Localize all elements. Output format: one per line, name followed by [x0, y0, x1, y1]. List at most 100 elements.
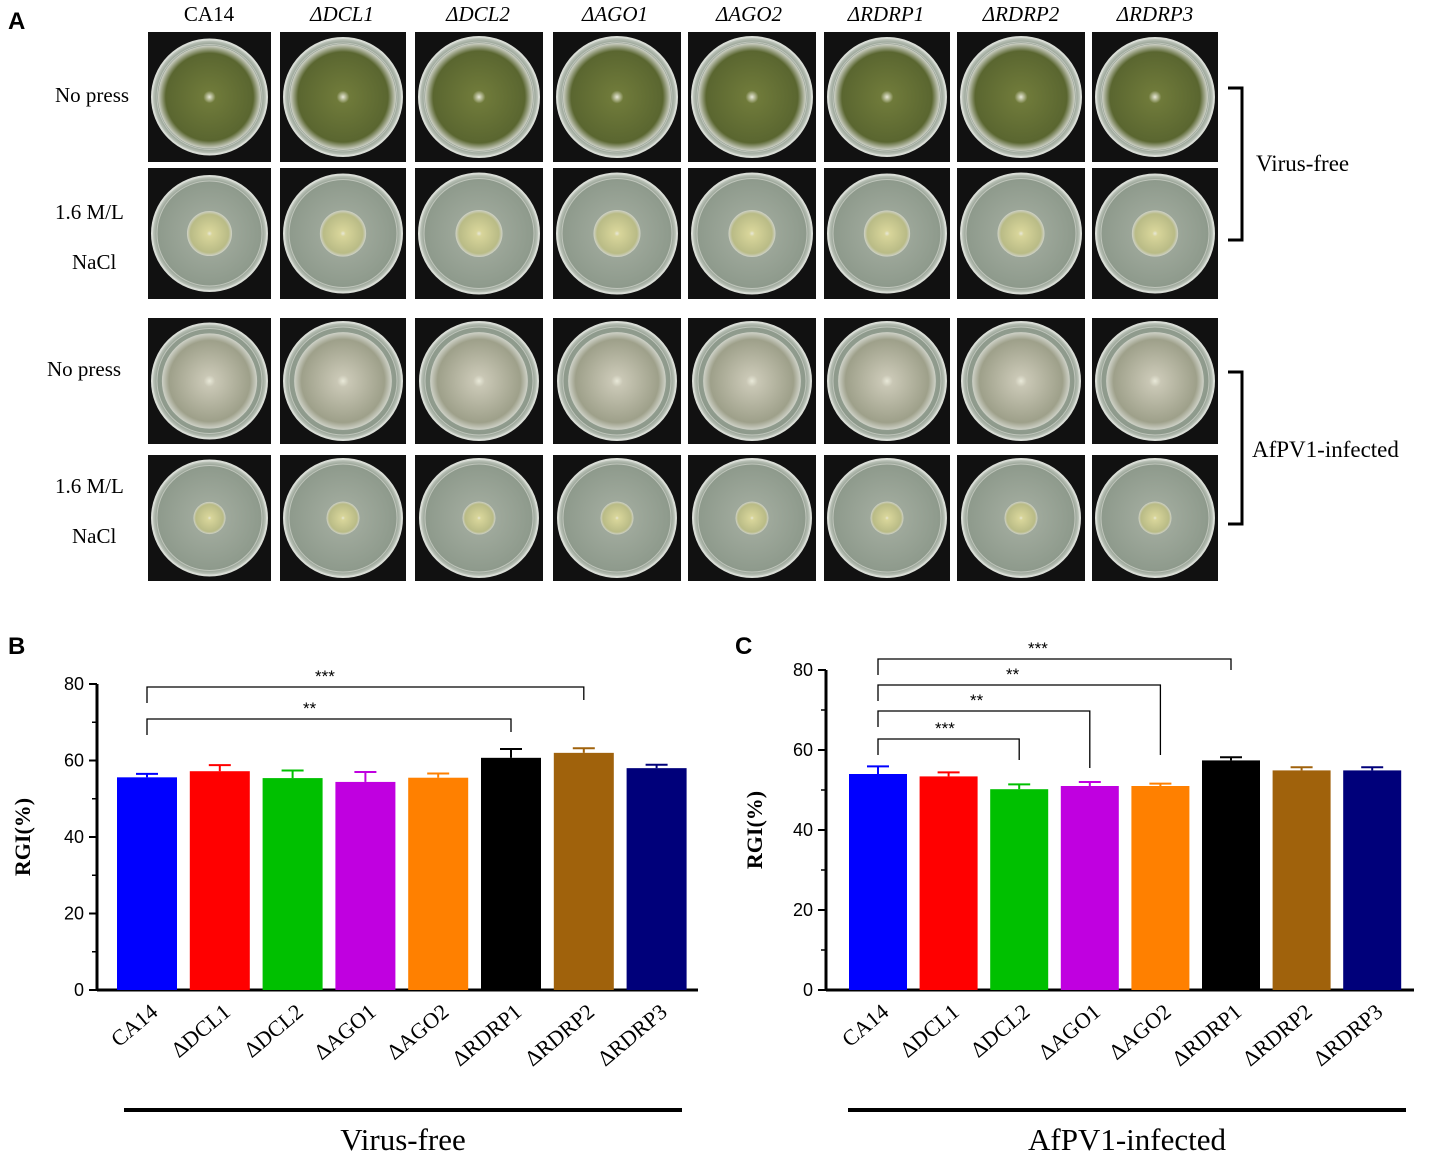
plate-no-press-virus-free-2 — [280, 32, 406, 162]
plate-no-press-infected-6 — [824, 318, 950, 444]
plate-no-press-virus-free-4 — [553, 32, 681, 162]
chart-b-significance-label-1: *** — [315, 667, 335, 686]
plate-no-press-infected-5 — [688, 318, 816, 444]
chart-c-bar-6 — [1202, 760, 1260, 990]
plate-salt-virus-free-4 — [553, 168, 681, 299]
chart-c-category-label-5: ΔAGO2 — [1104, 999, 1176, 1065]
column-label-ago2: ΔAGO2 — [715, 2, 782, 26]
chart-c-category-label-4: ΔAGO1 — [1033, 999, 1105, 1065]
chart-c-category-label-3: ΔDCL2 — [965, 999, 1034, 1063]
chart-c-significance-label-1: *** — [1028, 639, 1048, 658]
row-labels: No press 1.6 M/L NaCl No press 1.6 M/L N… — [47, 83, 129, 548]
panel-a-letter: A — [8, 8, 25, 35]
chart-c-bar-4 — [1060, 786, 1119, 990]
chart-c-significance-label-2: ** — [1006, 665, 1020, 684]
plate-no-press-infected-2 — [280, 318, 406, 444]
chart-c-bar-2 — [919, 776, 978, 990]
chart-b-category-label-8: ΔRDRP3 — [592, 999, 671, 1071]
chart-b-y-tick-label: 80 — [64, 674, 84, 694]
plate-no-press-infected-4 — [553, 318, 681, 444]
chart-c-bar-1 — [849, 774, 907, 990]
chart-b-significance-bracket-1 — [146, 686, 585, 703]
chart-b-significance-bracket-2 — [146, 718, 512, 735]
row-label-salt-infected-line1: 1.6 M/L — [55, 474, 124, 498]
chart-b-significance-label-2: ** — [303, 699, 317, 718]
chart-b-bar-6 — [481, 757, 541, 990]
chart-c-significance-bracket-4 — [877, 738, 1020, 760]
column-label-rdrp2: ΔRDRP2 — [982, 2, 1060, 26]
row-label-salt-virus-free-line1: 1.6 M/L — [55, 200, 124, 224]
row-label-no-press-infected: No press — [47, 357, 121, 381]
chart-c-y-tick-label: 80 — [793, 660, 813, 680]
chart-b-bar-3 — [262, 778, 323, 990]
chart-b-y-tick-label: 20 — [64, 904, 84, 924]
plate-salt-virus-free-1 — [148, 168, 271, 299]
chart-c-bar-7 — [1272, 770, 1331, 990]
plate-no-press-virus-free-8 — [1092, 32, 1218, 162]
plate-no-press-virus-free-5 — [688, 32, 816, 162]
chart-b-category-label-7: ΔRDRP2 — [520, 999, 599, 1071]
chart-c-category-label-6: ΔRDRP1 — [1167, 999, 1246, 1071]
group-brackets: Virus-free AfPV1-infected — [1228, 86, 1399, 526]
chart-b-y-tick-label: 0 — [74, 980, 84, 1000]
chart-b-y-tick-label: 40 — [64, 827, 84, 847]
chart-c-category-label-7: ΔRDRP2 — [1237, 999, 1316, 1071]
chart-c-y-tick-label: 20 — [793, 900, 813, 920]
column-label-dcl2: ΔDCL2 — [445, 2, 510, 26]
chart-b-bar-8 — [626, 768, 687, 990]
chart-c: C 0 20 40 60 80 RGI(%) CA14 ΔDCL1 ΔDCL2ΔAGO1ΔAGO… — [735, 633, 1414, 1157]
chart-c-significance-label-4: *** — [935, 719, 955, 738]
plate-no-press-virus-free-6 — [824, 32, 950, 162]
plate-no-press-virus-free-1 — [148, 32, 271, 162]
chart-c-bar-5 — [1131, 786, 1190, 990]
chart-c-y-tick-label: 0 — [803, 980, 813, 1000]
chart-b-category-label-5: ΔAGO2 — [382, 999, 454, 1065]
chart-c-significance-bracket-2 — [877, 684, 1162, 755]
plate-no-press-infected-3 — [415, 318, 543, 444]
chart-b-bar-1 — [117, 777, 177, 990]
plate-salt-virus-free-3 — [415, 168, 543, 299]
panel-a: A CA14 ΔDCL1 ΔDCL2 ΔAGO1 ΔAGO2 ΔRDRP1 ΔR… — [8, 2, 1399, 581]
plate-salt-virus-free-2 — [280, 168, 406, 299]
chart-c-category-label-1: CA14 — [837, 999, 893, 1052]
plate-no-press-infected-1 — [148, 318, 271, 444]
plate-no-press-virus-free-3 — [415, 32, 543, 162]
chart-b-y-tick-label: 60 — [64, 751, 84, 771]
row-label-salt-infected-line2: NaCl — [72, 524, 116, 548]
plate-no-press-infected-8 — [1092, 318, 1218, 444]
chart-b-bar-7 — [553, 752, 614, 990]
plate-salt-infected-3 — [415, 455, 543, 581]
chart-c-category-label-8: ΔRDRP3 — [1308, 999, 1387, 1071]
chart-c-significance-label-3: ** — [970, 691, 984, 710]
panel-b-letter: B — [8, 633, 25, 660]
chart-c-group-label: AfPV1-infected — [1028, 1122, 1226, 1157]
chart-b-bar-2 — [189, 771, 250, 990]
plate-salt-virus-free-6 — [824, 168, 950, 299]
plate-salt-infected-4 — [553, 455, 681, 581]
plate-salt-virus-free-8 — [1092, 168, 1218, 299]
chart-c-y-tick-label: 40 — [793, 820, 813, 840]
group-label-virus-free: Virus-free — [1256, 151, 1349, 176]
chart-b-category-label-1: CA14 — [106, 999, 162, 1052]
chart-b-group-label: Virus-free — [340, 1122, 466, 1157]
plate-salt-virus-free-5 — [688, 168, 816, 299]
plate-salt-infected-1 — [148, 455, 271, 581]
column-label-ago1: ΔAGO1 — [581, 2, 648, 26]
plate-salt-virus-free-7 — [957, 168, 1085, 299]
bracket-infected — [1228, 370, 1244, 526]
plate-grid — [148, 32, 1218, 581]
chart-c-category-label-2: ΔDCL1 — [895, 999, 964, 1063]
group-label-infected: AfPV1-infected — [1252, 437, 1399, 462]
chart-c-bar-8 — [1343, 770, 1402, 990]
plate-salt-infected-2 — [280, 455, 406, 581]
chart-c-significance-bracket-3 — [877, 710, 1091, 768]
chart-b-bar-5 — [408, 777, 469, 990]
column-label-ca14: CA14 — [184, 2, 235, 26]
plate-salt-infected-7 — [957, 455, 1085, 581]
plate-salt-infected-8 — [1092, 455, 1218, 581]
plate-no-press-infected-7 — [957, 318, 1085, 444]
column-label-rdrp1: ΔRDRP1 — [847, 2, 924, 26]
panel-c-letter: C — [735, 633, 752, 660]
column-label-rdrp3: ΔRDRP3 — [1116, 2, 1193, 26]
